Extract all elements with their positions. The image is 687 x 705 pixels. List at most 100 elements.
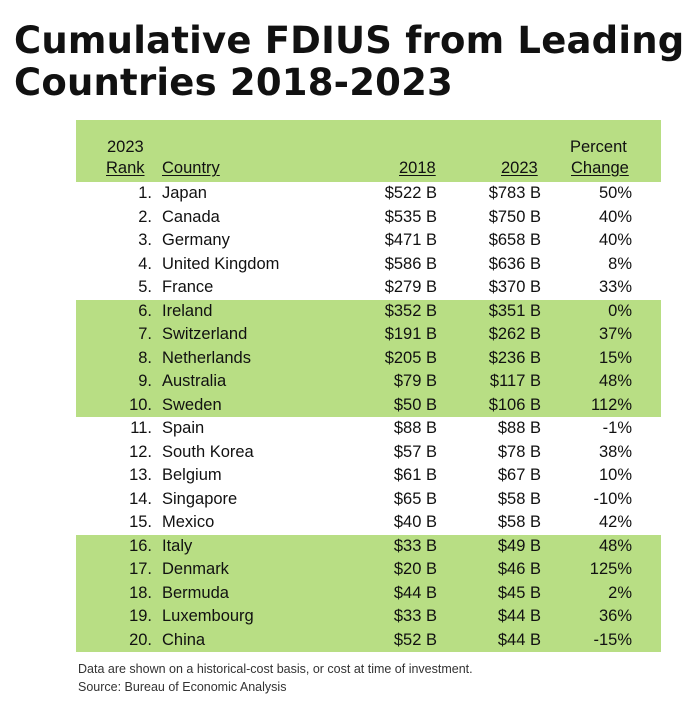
rank-cell: 18. [129,583,152,602]
value-2018-cell: $65 B [393,489,437,508]
percent-change-cell: 38% [598,442,632,461]
table-row: 11. Spain $88 B $88 B -1% [76,417,661,441]
value-2018-cell: $279 B [384,278,437,296]
percent-change-cell: 50% [598,184,632,202]
percent-change-cell: -10% [593,489,632,508]
value-2018-cell: $33 B [393,607,437,625]
table-row: 8. Netherlands $205 B $236 B 15% [76,346,661,370]
footnote-basis: Data are shown on a historical-cost basi… [78,662,473,676]
rank-cell: 17. [129,560,152,578]
country-cell: Mexico [162,513,215,531]
country-cell: Luxembourg [162,607,254,625]
percent-change-cell: 40% [598,207,632,226]
percent-change-cell: 125% [589,560,632,578]
table-row: 15. Mexico $40 B $58 B 42% [76,511,661,535]
table-row: 9. Australia $79 B $117 B 48% [76,370,661,394]
value-2018-cell: $44 B [393,583,437,602]
table-row: 18. Bermuda $44 B $45 B 2% [76,581,661,605]
country-cell: Canada [162,207,220,226]
title-line-2: Countries 2018-2023 [14,61,453,104]
value-2023-cell: $67 B [497,466,541,484]
value-2018-cell: $57 B [393,442,437,461]
rank-cell: 15. [129,513,152,531]
rank-cell: 1. [138,184,152,202]
table-body: 1. Japan $522 B $783 B 50% 2. Canada $535 B $750… [76,182,661,652]
country-cell: United Kingdom [162,254,280,273]
percent-change-cell: 36% [598,607,632,625]
value-2018-cell: $33 B [393,536,437,555]
value-2023-cell: $117 B [489,372,541,390]
value-2023-cell: $58 B [497,489,541,508]
percent-change-cell: 48% [598,536,632,555]
country-cell: Australia [162,372,227,390]
percent-change-cell: 10% [598,466,632,484]
percent-change-cell: 40% [598,231,632,249]
percent-change-cell: 112% [591,395,632,414]
rank-cell: 12. [129,442,152,461]
value-2018-cell: $471 B [384,231,437,249]
value-2018-cell: $205 B [384,348,437,367]
table-row: 4. United Kingdom $586 B $636 B 8% [76,253,661,277]
rank-cell: 5. [138,278,152,296]
value-2023-cell: $49 B [497,536,541,555]
value-2023-cell: $236 B [488,348,541,367]
table-row: 1. Japan $522 B $783 B 50% [76,182,661,206]
percent-change-cell: 37% [598,325,632,343]
value-2018-cell: $191 B [384,325,437,343]
country-cell: Bermuda [162,583,229,602]
percent-change-cell: 48% [598,372,632,390]
header-2018: 2018 [399,159,436,177]
value-2018-cell: $79 B [393,372,437,390]
value-2023-cell: $262 B [488,325,541,343]
value-2023-cell: $45 B [497,583,541,602]
header-percent: Percent [570,138,627,156]
rank-cell: 11. [130,419,152,437]
value-2018-cell: $61 B [393,466,437,484]
table-row: 2. Canada $535 B $750 B 40% [76,206,661,230]
rank-cell: 20. [129,630,152,649]
table-row: 13. Belgium $61 B $67 B 10% [76,464,661,488]
header-rank: Rank [106,159,145,177]
country-cell: Ireland [162,301,213,320]
table-row: 3. Germany $471 B $658 B 40% [76,229,661,253]
percent-change-cell: 15% [598,348,632,367]
value-2023-cell: $370 B [488,278,541,296]
rank-cell: 2. [138,207,152,226]
percent-change-cell: 33% [598,278,632,296]
percent-change-cell: 2% [608,583,632,602]
table-row: 20. China $52 B $44 B -15% [76,628,661,652]
table-row: 12. South Korea $57 B $78 B 38% [76,441,661,465]
country-cell: France [162,278,214,296]
value-2018-cell: $88 B [393,419,437,437]
rank-cell: 4. [138,254,152,273]
table-row: 10. Sweden $50 B $106 B 112% [76,393,661,417]
value-2018-cell: $535 B [384,207,437,226]
rank-cell: 8. [138,348,152,367]
percent-change-cell: 42% [598,513,632,531]
rank-cell: 19. [129,607,152,625]
rank-cell: 13. [129,466,152,484]
header-2023: 2023 [501,159,538,177]
country-cell: Netherlands [162,348,251,367]
table-row: 16. Italy $33 B $49 B 48% [76,534,661,558]
fdi-table: 2023 Rank Country 2018 2023 Percent Chan… [76,120,661,652]
country-cell: South Korea [162,442,254,461]
percent-change-cell: 0% [608,301,632,320]
value-2023-cell: $58 B [497,513,541,531]
rank-cell: 14. [129,489,152,508]
rank-cell: 7. [138,325,152,343]
value-2023-cell: $783 B [488,184,541,202]
value-2023-cell: $78 B [497,442,541,461]
rank-cell: 6. [138,301,152,320]
country-cell: Italy [162,536,193,555]
value-2023-cell: $46 B [497,560,541,578]
value-2018-cell: $50 B [393,395,437,414]
rank-cell: 3. [138,231,152,249]
header-country: Country [162,159,220,177]
rank-cell: 10. [129,395,152,414]
percent-change-cell: -15% [593,630,632,649]
value-2023-cell: $636 B [488,254,541,273]
title-line-1: Cumulative FDIUS from Leading [14,19,685,62]
value-2023-cell: $351 B [488,301,541,320]
country-cell: Belgium [162,466,222,484]
